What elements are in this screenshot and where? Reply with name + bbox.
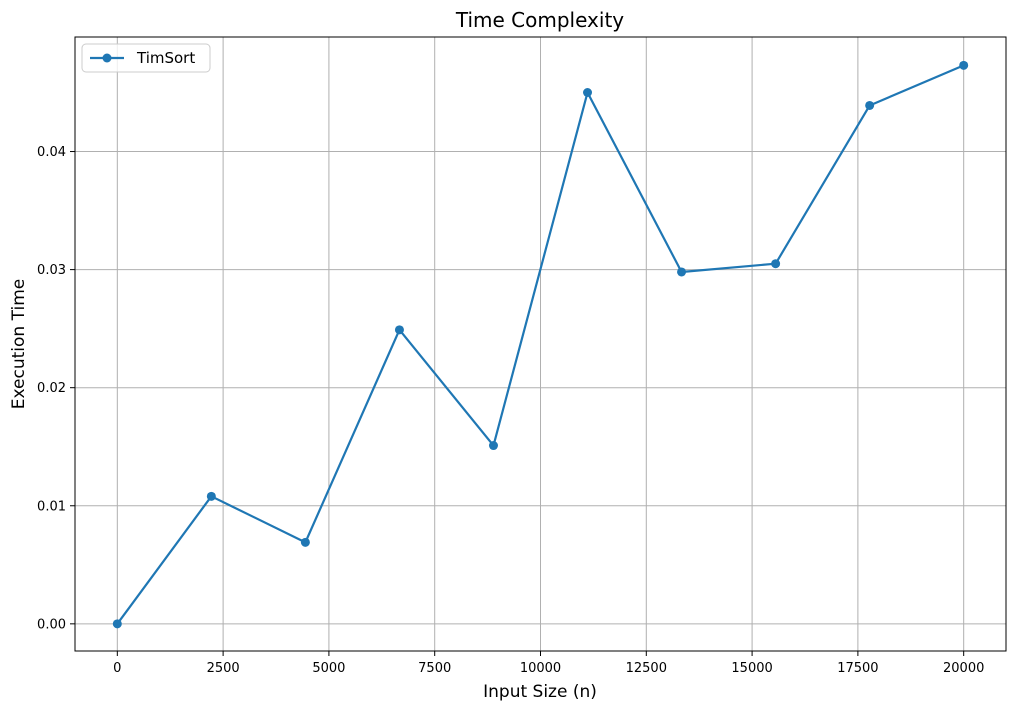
data-point	[583, 87, 593, 97]
y-tick-label: 0.00	[37, 617, 66, 632]
data-point	[206, 491, 216, 501]
plot-area-frame	[74, 36, 1007, 652]
x-tick-label: 5000	[312, 661, 345, 676]
x-tick-label: 2500	[207, 661, 240, 676]
y-axis-label: Execution Time	[9, 279, 29, 409]
legend-label-timsort: TimSort	[136, 49, 195, 67]
x-tick-label: 15000	[731, 661, 772, 676]
data-point	[677, 267, 687, 277]
x-tick-label: 10000	[520, 661, 561, 676]
chart-title: Time Complexity	[455, 8, 624, 32]
series-line-timsort	[116, 64, 965, 625]
data-point	[488, 441, 498, 451]
data-point	[959, 60, 969, 70]
data-point	[394, 325, 404, 335]
data-point	[300, 537, 310, 547]
x-tick-label: 7500	[418, 661, 451, 676]
series-layer	[112, 60, 969, 629]
legend-marker-timsort	[102, 53, 112, 63]
x-axis-label: Input Size (n)	[483, 682, 597, 702]
axis-ticks: 0 2500 5000 7500 10000 12500 15000 17500 20000 0.…	[37, 145, 984, 676]
legend: TimSort	[81, 43, 211, 73]
y-tick-label: 0.03	[37, 263, 66, 278]
x-tick-label: 20000	[943, 661, 984, 676]
legend-box	[81, 43, 211, 73]
data-point	[112, 619, 122, 629]
x-tick-label: 12500	[626, 661, 667, 676]
x-tick-label: 17500	[837, 661, 878, 676]
y-tick-label: 0.04	[37, 145, 66, 160]
y-tick-label: 0.02	[37, 381, 66, 396]
data-point	[771, 259, 781, 269]
data-point	[865, 100, 875, 110]
x-tick-label: 0	[113, 661, 121, 676]
y-tick-label: 0.01	[37, 499, 66, 514]
